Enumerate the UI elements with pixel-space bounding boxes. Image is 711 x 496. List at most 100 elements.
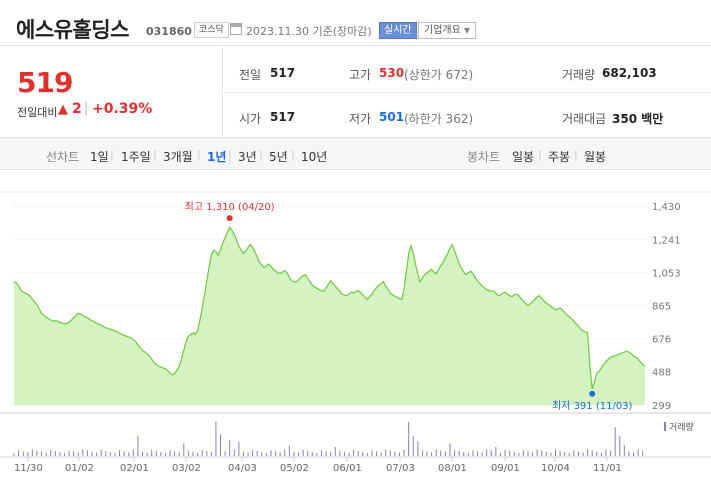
volume-bar bbox=[426, 451, 428, 456]
x-tick-label: 09/01 bbox=[491, 463, 520, 474]
x-tick-label: 04/03 bbox=[228, 463, 257, 474]
volume-bar bbox=[623, 445, 625, 456]
turnover-value: 350 백만 bbox=[612, 112, 664, 126]
volume-bar bbox=[490, 450, 492, 456]
stock-title: 에스유홀딩스 bbox=[16, 18, 129, 42]
volume-bar bbox=[164, 453, 166, 456]
volume-bar bbox=[587, 449, 589, 456]
volume-bar bbox=[123, 451, 125, 456]
volume-bar bbox=[550, 452, 552, 456]
x-tick-label: 11/30 bbox=[14, 463, 43, 474]
volume-bar bbox=[339, 450, 341, 456]
min-point-dot bbox=[589, 390, 596, 397]
up-triangle-icon: ▲ bbox=[58, 102, 68, 117]
volume-bar bbox=[541, 450, 543, 456]
volume-bar bbox=[288, 445, 290, 456]
volume-bar bbox=[151, 449, 153, 456]
volume-bar bbox=[481, 452, 483, 456]
volume-bar bbox=[343, 451, 345, 456]
volume-bar bbox=[398, 452, 400, 456]
period-1y[interactable]: 1년 bbox=[207, 150, 227, 164]
upper-limit: (상한가 672) bbox=[404, 68, 474, 82]
volume-bar bbox=[614, 427, 616, 456]
volume-bar bbox=[371, 450, 373, 456]
volume-bar bbox=[155, 450, 157, 456]
volume-value: 682,103 bbox=[602, 66, 657, 80]
max-annotation: 최고 1,310 (04/20) bbox=[185, 201, 275, 213]
volume-bar bbox=[229, 439, 231, 456]
period-bar: 선차트 1일 | 1주일 | 3개월 | 1년 | 3년 | 5년 | 10년 … bbox=[0, 137, 711, 170]
change-abs: 2 bbox=[72, 101, 82, 117]
period-1d[interactable]: 1일 bbox=[90, 150, 109, 164]
volume-bar bbox=[187, 450, 189, 456]
volume-bar bbox=[238, 441, 240, 456]
y-tick-label: 1,430 bbox=[652, 202, 681, 213]
volume-bar bbox=[141, 451, 143, 456]
max-point-dot bbox=[226, 215, 233, 222]
company-info-button[interactable]: 기업개요 ▼ bbox=[418, 22, 476, 39]
x-tick-label: 02/01 bbox=[120, 463, 149, 474]
candle-daily[interactable]: 일봉 bbox=[512, 150, 535, 164]
prev-close-label: 전일 bbox=[239, 68, 262, 82]
calendar-icon bbox=[230, 23, 242, 35]
volume-bar bbox=[467, 453, 469, 456]
chevron-down-icon: ▼ bbox=[463, 26, 470, 35]
volume-bar bbox=[385, 449, 387, 456]
volume-bar bbox=[197, 452, 199, 456]
min-annotation: 최저 391 (11/03) bbox=[552, 400, 633, 412]
y-tick-label: 488 bbox=[652, 368, 671, 379]
separator: | bbox=[574, 148, 578, 161]
separator: | bbox=[538, 148, 542, 161]
volume-bar bbox=[41, 451, 43, 456]
volume-bar bbox=[495, 447, 497, 456]
volume-bar bbox=[440, 450, 442, 456]
lower-limit: (하한가 362) bbox=[404, 112, 474, 126]
realtime-button[interactable]: 실시간 bbox=[379, 22, 417, 39]
volume-bar bbox=[82, 449, 84, 456]
period-5y[interactable]: 5년 bbox=[269, 150, 288, 164]
change-pct: +0.39% bbox=[92, 101, 153, 117]
volume-bar bbox=[366, 453, 368, 456]
prev-close-value: 517 bbox=[270, 66, 296, 80]
line-chart-label: 선차트 bbox=[46, 150, 80, 164]
candle-chart-label: 봉차트 bbox=[467, 150, 501, 164]
separator: | bbox=[197, 148, 201, 161]
volume-bar bbox=[119, 450, 121, 456]
x-tick-label: 03/02 bbox=[172, 463, 201, 474]
x-tick-label: 06/01 bbox=[333, 463, 362, 474]
volume-bar bbox=[215, 421, 217, 456]
candle-weekly[interactable]: 주봉 bbox=[548, 150, 571, 164]
separator: | bbox=[228, 148, 232, 161]
volume-bar bbox=[18, 450, 20, 456]
period-3m[interactable]: 3개월 bbox=[163, 150, 193, 164]
volume-bar bbox=[316, 453, 318, 456]
x-tick-label: 01/02 bbox=[65, 463, 94, 474]
volume-bar bbox=[642, 450, 644, 456]
period-1w[interactable]: 1주일 bbox=[121, 150, 151, 164]
volume-bar bbox=[476, 451, 478, 456]
open-value: 517 bbox=[270, 110, 296, 124]
volume-bar bbox=[330, 452, 332, 456]
change-label: 전일대비 bbox=[17, 106, 58, 119]
volume-bar bbox=[591, 450, 593, 456]
separator: | bbox=[291, 148, 295, 161]
volume-bar bbox=[311, 452, 313, 456]
volume-bar bbox=[91, 451, 93, 456]
volume-bar bbox=[265, 453, 267, 456]
volume-bar bbox=[435, 449, 437, 456]
candle-monthly[interactable]: 월봉 bbox=[584, 150, 607, 164]
volume-label: 거래량 bbox=[669, 421, 694, 433]
volume-bar bbox=[486, 449, 488, 456]
period-10y[interactable]: 10년 bbox=[301, 150, 328, 164]
period-3y[interactable]: 3년 bbox=[238, 150, 257, 164]
divider bbox=[222, 92, 711, 93]
volume-bar bbox=[242, 451, 244, 456]
volume-bar bbox=[499, 452, 501, 456]
price-line bbox=[13, 225, 646, 389]
volume-bar bbox=[417, 441, 419, 456]
price-chart[interactable]: 1,430 1,241 1,053 865 676 488 299 최고 1,310 (04/… bbox=[0, 170, 711, 496]
volume-bar bbox=[224, 451, 226, 456]
volume-bar bbox=[536, 449, 538, 456]
volume-bar bbox=[472, 450, 474, 456]
y-tick-label: 676 bbox=[652, 335, 671, 346]
